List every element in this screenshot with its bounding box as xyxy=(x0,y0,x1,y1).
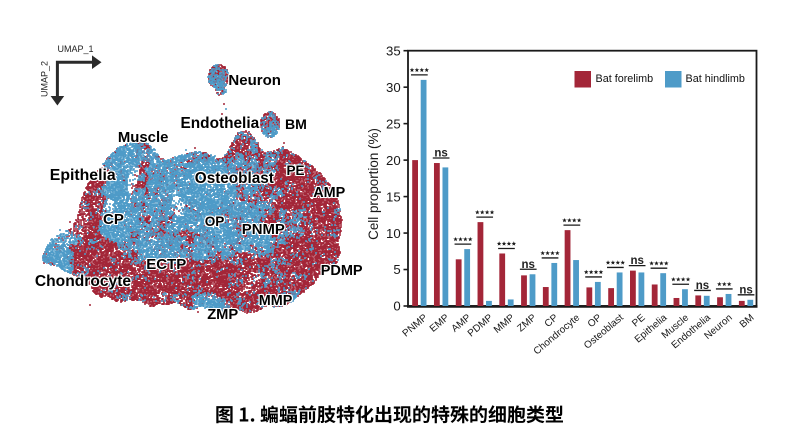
svg-text:5: 5 xyxy=(393,262,400,277)
svg-text:25: 25 xyxy=(386,116,401,131)
svg-text:ZMP: ZMP xyxy=(515,312,538,334)
svg-text:Bat forelimb: Bat forelimb xyxy=(596,73,654,85)
svg-text:35: 35 xyxy=(386,43,401,58)
svg-text:15: 15 xyxy=(386,189,401,204)
svg-text:Cell proportion (%): Cell proportion (%) xyxy=(366,128,381,240)
svg-text:ns: ns xyxy=(739,284,752,296)
svg-text:Bat hindlimb: Bat hindlimb xyxy=(686,73,745,85)
svg-text:10: 10 xyxy=(386,226,401,241)
svg-text:PNMP: PNMP xyxy=(401,312,430,339)
svg-text:ns: ns xyxy=(696,280,709,292)
svg-text:EMP: EMP xyxy=(428,312,452,335)
svg-text:ns: ns xyxy=(630,255,643,267)
svg-text:BM: BM xyxy=(738,312,757,330)
svg-text:ns: ns xyxy=(522,259,535,271)
svg-text:MMP: MMP xyxy=(492,312,517,336)
svg-text:ns: ns xyxy=(434,148,447,160)
svg-text:PDMP: PDMP xyxy=(466,312,495,339)
svg-text:UMAP_1: UMAP_1 xyxy=(58,44,94,54)
svg-text:UMAP_2: UMAP_2 xyxy=(40,61,50,97)
svg-text:30: 30 xyxy=(386,80,401,95)
svg-text:0: 0 xyxy=(393,299,400,314)
svg-text:20: 20 xyxy=(386,153,401,168)
